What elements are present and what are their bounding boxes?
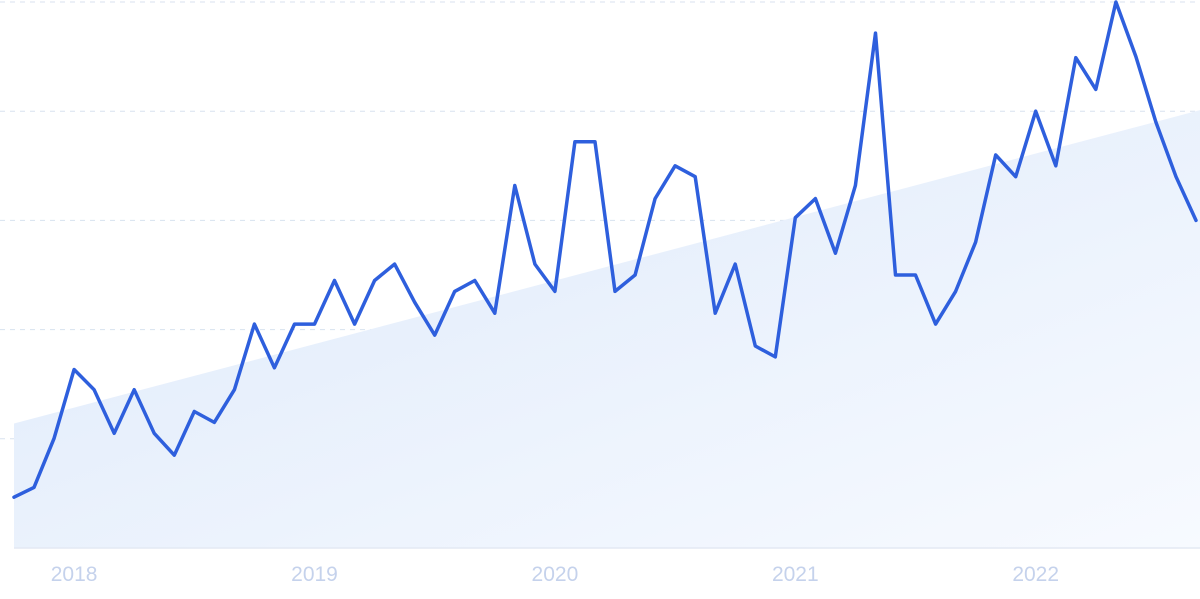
data-point-2022-02	[1054, 164, 1058, 168]
data-point-2019-04	[373, 279, 377, 283]
trend-area-group	[14, 110, 1200, 549]
data-point-2022-08	[1174, 175, 1178, 179]
data-point-2020-05	[633, 273, 637, 277]
data-point-2019-02	[333, 279, 337, 283]
data-point-2018-02	[92, 388, 96, 392]
data-point-2021-12	[1014, 175, 1018, 179]
data-point-2022-07	[1154, 120, 1158, 124]
data-point-2021-07	[914, 273, 918, 277]
data-point-2019-07	[433, 333, 437, 337]
data-point-2018-09	[232, 388, 236, 392]
data-point-2017-12	[52, 436, 56, 440]
data-point-2021-06	[894, 273, 898, 277]
data-point-2021-09	[954, 289, 958, 293]
data-point-2021-05	[874, 31, 878, 35]
data-point-2021-01	[793, 216, 797, 220]
data-point-2021-04	[853, 184, 857, 188]
data-point-2022-04	[1094, 87, 1098, 91]
series-line	[12, 0, 1198, 499]
data-point-2020-10	[733, 262, 737, 266]
data-point-2018-10	[252, 322, 256, 326]
data-point-2021-02	[813, 197, 817, 201]
data-point-2019-08	[453, 289, 457, 293]
data-point-2022-09	[1194, 218, 1198, 222]
data-point-2019-12	[533, 262, 537, 266]
data-point-2021-10	[974, 240, 978, 244]
x-axis-tick-labels: 2018 2019 2020 2021 2022	[51, 563, 1059, 586]
data-point-2020-09	[713, 311, 717, 315]
data-point-2020-08	[693, 175, 697, 179]
x-tick-label-2021: 2021	[772, 563, 819, 586]
data-point-2022-01	[1034, 109, 1038, 113]
data-point-2022-03	[1074, 56, 1078, 60]
data-point-2020-04	[613, 289, 617, 293]
data-point-2020-03	[593, 140, 597, 144]
data-point-2018-03	[112, 431, 116, 435]
x-tick-label-2020: 2020	[532, 563, 579, 586]
data-point-2020-07	[673, 164, 677, 168]
data-point-2017-11	[32, 485, 36, 489]
data-point-2018-08	[212, 420, 216, 424]
data-point-2018-11	[272, 366, 276, 370]
data-point-2018-12	[293, 322, 297, 326]
data-point-2022-06	[1134, 55, 1138, 59]
data-point-2018-05	[152, 431, 156, 435]
data-point-2021-11	[994, 153, 998, 157]
data-point-2018-06	[172, 453, 176, 457]
data-point-2019-11	[513, 184, 517, 188]
data-point-2019-10	[493, 311, 497, 315]
x-tick-label-2018: 2018	[51, 563, 98, 586]
x-tick-label-2022: 2022	[1012, 563, 1059, 586]
data-point-2020-02	[573, 140, 577, 144]
data-point-2019-05	[393, 262, 397, 266]
data-point-2019-06	[413, 300, 417, 304]
data-point-2019-01	[313, 322, 317, 326]
data-point-2018-04	[132, 388, 136, 392]
data-point-2020-11	[753, 344, 757, 348]
data-point-2018-07	[192, 410, 196, 414]
x-tick-label-2019: 2019	[291, 563, 338, 586]
data-point-2021-03	[833, 251, 837, 255]
data-point-2018-01	[72, 368, 76, 372]
data-point-2021-08	[934, 322, 938, 326]
data-point-2019-03	[353, 322, 357, 326]
series-line-group	[12, 0, 1198, 499]
data-point-2020-01	[553, 289, 557, 293]
data-point-2020-06	[653, 197, 657, 201]
trend-area	[14, 110, 1200, 549]
data-point-2022-05	[1114, 0, 1118, 4]
data-point-2017-10	[12, 495, 16, 499]
data-point-2019-09	[473, 279, 477, 283]
data-point-2020-12	[773, 355, 777, 359]
